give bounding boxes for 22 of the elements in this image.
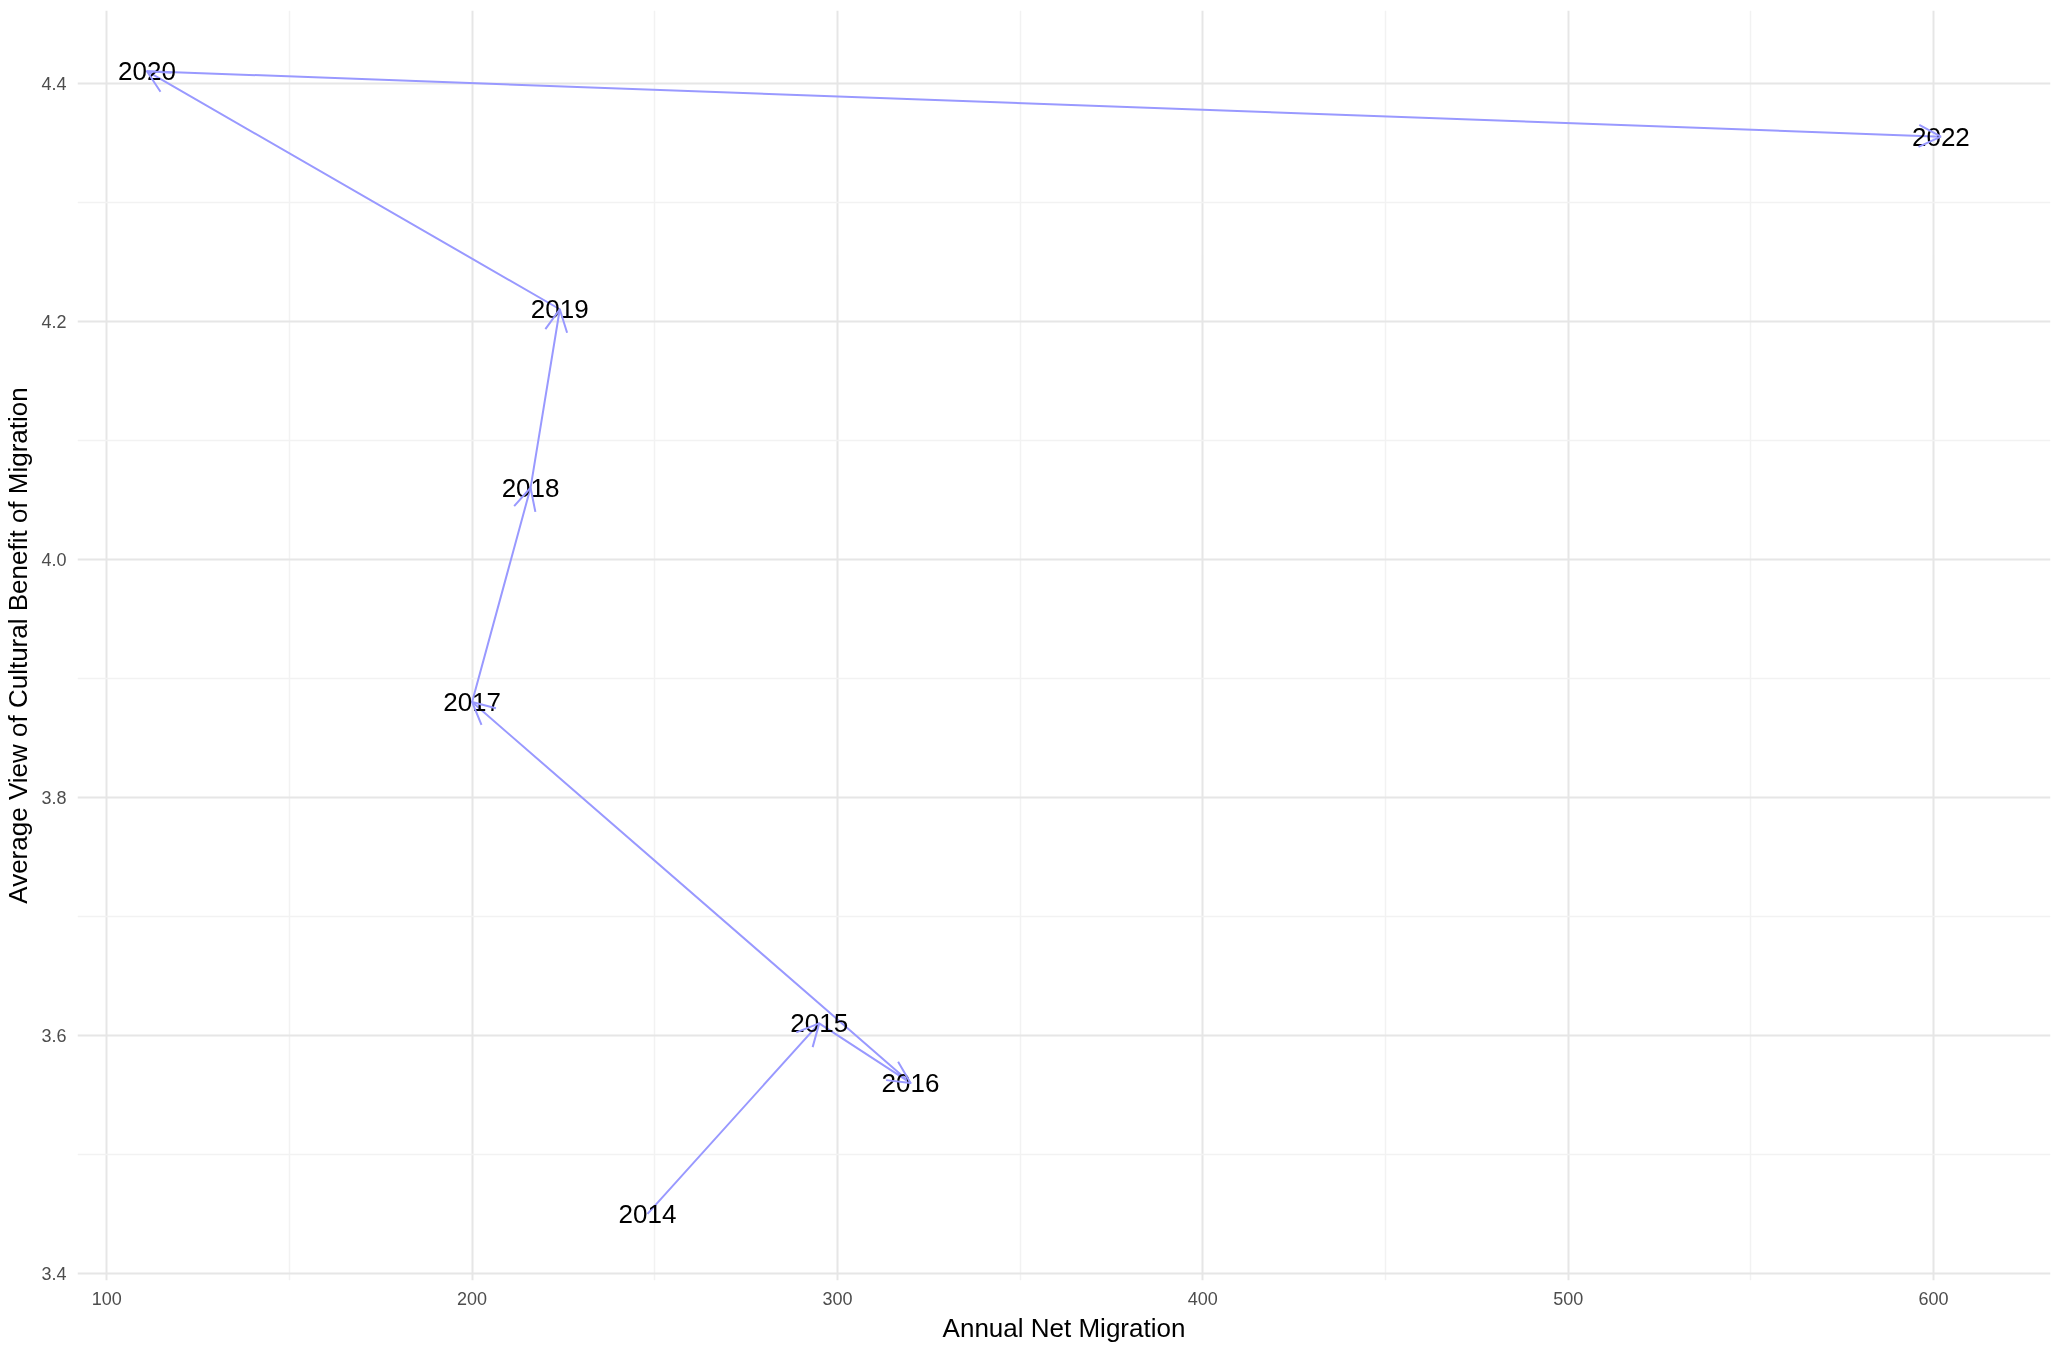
y-tick-label: 3.8	[41, 787, 67, 808]
y-tick-label: 4.4	[41, 73, 67, 94]
x-tick-label: 100	[91, 1288, 122, 1309]
annotation: 2016	[881, 1067, 940, 1098]
annotation: 2014	[618, 1198, 677, 1229]
y-tick-label: 3.6	[41, 1025, 67, 1046]
annotation: 2018	[501, 472, 560, 503]
annotation: 2015	[790, 1008, 849, 1039]
y-tick-label: 3.4	[41, 1263, 67, 1284]
x-axis-title: Annual Net Migration	[942, 1312, 1186, 1343]
annotation: 2019	[530, 294, 589, 325]
annotation: 2022	[1911, 121, 1970, 152]
y-tick-label: 4.0	[41, 549, 67, 570]
x-tick-label: 400	[1187, 1288, 1218, 1309]
annotation: 2020	[118, 56, 176, 87]
x-tick-label: 200	[457, 1288, 488, 1309]
y-tick-label: 4.2	[41, 311, 67, 332]
x-tick-label: 500	[1553, 1288, 1584, 1309]
annotation: 2017	[443, 687, 502, 718]
y-axis-title: Average View of Cultural Benefit of Migration	[3, 387, 34, 904]
x-tick-label: 600	[1918, 1288, 1949, 1309]
x-tick-label: 300	[822, 1288, 853, 1309]
